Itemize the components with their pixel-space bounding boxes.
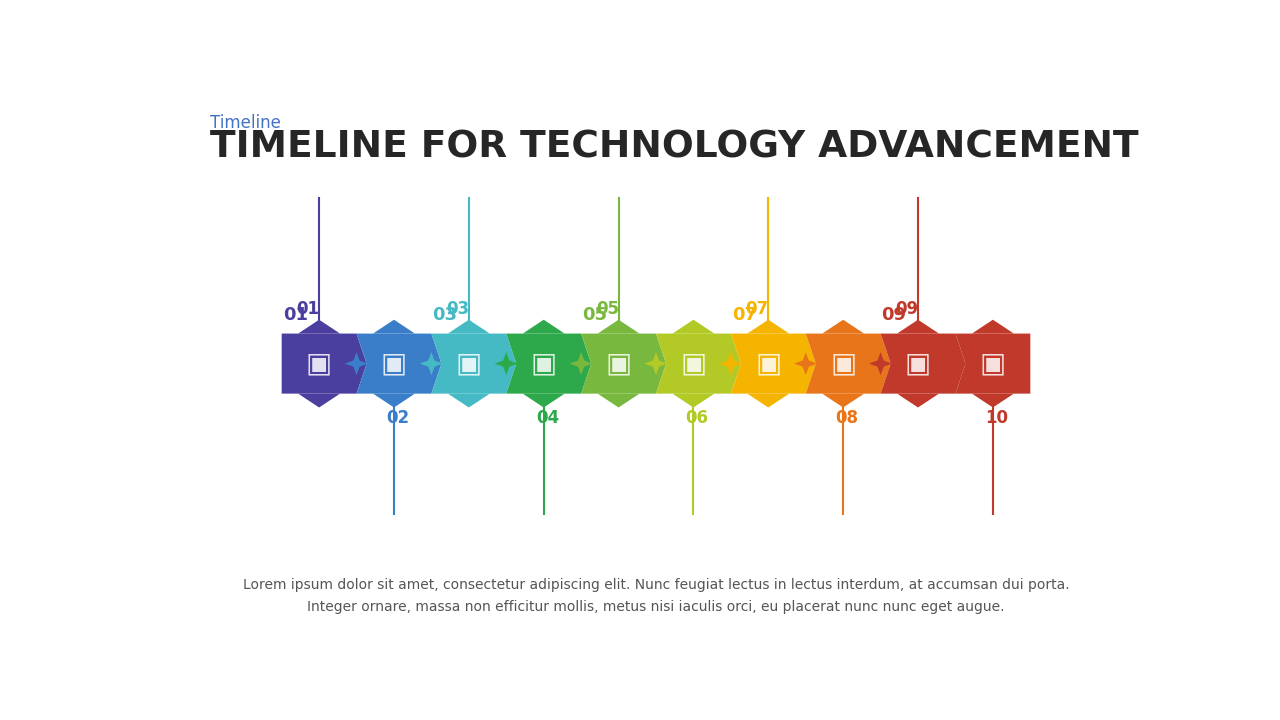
Text: 09: 09	[882, 306, 906, 324]
Polygon shape	[298, 394, 340, 408]
Text: 08: 08	[836, 409, 859, 427]
Text: 07: 07	[745, 300, 768, 318]
Polygon shape	[448, 320, 490, 333]
Polygon shape	[748, 320, 790, 333]
Polygon shape	[507, 333, 591, 394]
Polygon shape	[972, 394, 1014, 408]
Polygon shape	[657, 333, 741, 394]
Polygon shape	[522, 320, 564, 333]
Polygon shape	[881, 333, 965, 394]
Polygon shape	[598, 320, 640, 333]
Polygon shape	[372, 394, 415, 408]
Text: ▣: ▣	[905, 350, 931, 377]
Polygon shape	[672, 394, 714, 408]
Polygon shape	[372, 320, 415, 333]
Text: 01: 01	[297, 300, 320, 318]
Polygon shape	[805, 333, 891, 394]
Polygon shape	[822, 394, 864, 408]
Text: ▣: ▣	[755, 350, 781, 377]
Polygon shape	[298, 320, 340, 333]
Text: 07: 07	[732, 306, 756, 324]
Text: 01: 01	[283, 306, 307, 324]
Text: ▣: ▣	[829, 350, 856, 377]
Polygon shape	[344, 352, 369, 375]
Text: 06: 06	[686, 409, 709, 427]
Polygon shape	[581, 333, 666, 394]
Polygon shape	[570, 352, 593, 375]
Polygon shape	[972, 320, 1014, 333]
Text: ▣: ▣	[979, 350, 1006, 377]
Polygon shape	[719, 352, 742, 375]
Polygon shape	[644, 352, 668, 375]
Polygon shape	[897, 394, 940, 408]
Polygon shape	[494, 352, 518, 375]
Text: 05: 05	[595, 300, 618, 318]
Polygon shape	[943, 352, 968, 375]
Text: 05: 05	[582, 306, 607, 324]
Text: 02: 02	[387, 409, 410, 427]
Text: ▣: ▣	[605, 350, 632, 377]
Polygon shape	[869, 352, 892, 375]
Polygon shape	[431, 333, 516, 394]
Text: ▣: ▣	[680, 350, 707, 377]
Polygon shape	[897, 320, 940, 333]
Text: Lorem ipsum dolor sit amet, consectetur adipiscing elit. Nunc feugiat lectus in : Lorem ipsum dolor sit amet, consectetur …	[243, 578, 1069, 614]
Polygon shape	[794, 352, 818, 375]
Polygon shape	[955, 333, 1030, 394]
Text: TIMELINE FOR TECHNOLOGY ADVANCEMENT: TIMELINE FOR TECHNOLOGY ADVANCEMENT	[210, 130, 1139, 166]
Polygon shape	[282, 333, 366, 394]
Polygon shape	[731, 333, 815, 394]
Text: Timeline: Timeline	[210, 114, 282, 132]
Text: ▣: ▣	[456, 350, 483, 377]
Text: ▣: ▣	[306, 350, 333, 377]
Text: ▣: ▣	[531, 350, 557, 377]
Text: 10: 10	[986, 409, 1009, 427]
Text: 04: 04	[536, 409, 559, 427]
Polygon shape	[357, 333, 442, 394]
Text: 03: 03	[445, 300, 470, 318]
Text: ▣: ▣	[381, 350, 407, 377]
Polygon shape	[522, 394, 564, 408]
Polygon shape	[822, 320, 864, 333]
Polygon shape	[420, 352, 443, 375]
Polygon shape	[448, 394, 490, 408]
Text: 03: 03	[433, 306, 457, 324]
Polygon shape	[748, 394, 790, 408]
Polygon shape	[672, 320, 714, 333]
Text: 09: 09	[895, 300, 918, 318]
Polygon shape	[598, 394, 640, 408]
